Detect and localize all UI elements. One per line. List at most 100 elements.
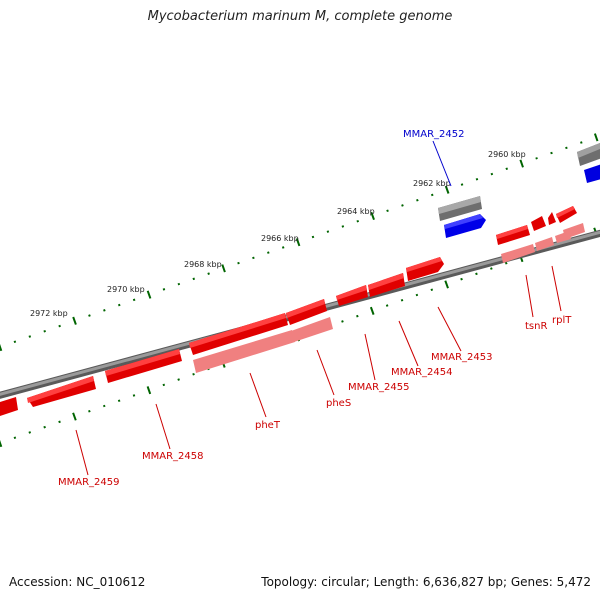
gene-mmar2452-grey[interactable] [438,196,482,221]
outer-ruler-minor-tick [430,193,434,197]
outer-ruler-major-tick [444,185,450,194]
leader-mmar2454 [398,320,419,367]
inner-ruler-minor-tick [177,378,180,381]
inner-ruler-minor-tick [13,436,17,440]
outer-ruler-major-tick [221,264,226,273]
outer-ruler-minor-tick [326,230,330,233]
gene-rplt[interactable] [556,206,577,223]
leader-phet [249,372,267,418]
leader-phes [316,349,335,396]
outer-tick-ruler [0,133,599,352]
gene-phet[interactable] [189,313,288,355]
inner-ruler-minor-tick [192,372,195,376]
outer-ruler-minor-tick [311,235,315,239]
leader-mmar2459 [75,429,89,476]
inner-ruler-minor-tick [356,314,359,318]
outer-ruler-minor-tick [117,303,121,307]
ruler-label-2972: 2972 kbp [30,309,68,318]
gene-mmar2454[interactable] [368,273,405,297]
grey-feature-top[interactable] [577,141,600,166]
gene-mmar2458[interactable] [105,349,182,383]
gene-mmar2459[interactable] [27,376,96,407]
label-phes[interactable]: pheS [326,398,351,409]
outer-ruler-minor-tick [416,198,419,202]
outer-ruler-minor-tick [341,225,345,228]
outer-ruler-minor-tick [13,340,17,344]
label-tsnr[interactable]: tsnR [525,321,547,332]
ruler-label-2964: 2964 kbp [337,207,375,216]
gene-tsnr[interactable] [496,225,530,245]
outer-ruler-minor-tick [281,246,285,249]
outer-ruler-minor-tick [28,335,32,338]
gene-phes-rna[interactable] [291,317,333,342]
inner-ruler-minor-tick [58,420,61,424]
gene-mmar2453[interactable] [406,257,444,281]
outer-ruler-minor-tick [177,282,181,286]
label-leaders [75,140,562,476]
gene-rna-right[interactable] [501,223,585,263]
accession-label: Accession: [9,575,73,589]
outer-ruler-minor-tick [460,183,464,186]
outer-ruler-minor-tick [475,177,479,181]
outer-ruler-major-tick [295,238,301,247]
blue-feature-top[interactable] [584,163,600,183]
outer-ruler-major-tick [519,159,524,168]
label-mmar2453[interactable]: MMAR_2453 [431,352,493,363]
topology-value: circular [321,575,366,589]
leader-rplt [551,265,562,312]
outer-ruler-minor-tick [267,251,270,254]
outer-ruler-major-tick [146,290,152,299]
outer-ruler-major-tick [0,343,3,352]
topology-label: Topology: [261,575,318,589]
inner-ruler-minor-tick [132,394,136,397]
gene-small-b[interactable] [531,216,546,231]
accession-info: Accession: NC_010612 [9,575,145,589]
inner-ruler-major-tick [72,412,77,421]
gene-labels: MMAR_2452 MMAR_2453 MMAR_2454 MMAR_2455 … [58,129,572,488]
label-mmar2458[interactable]: MMAR_2458 [142,451,204,462]
inner-ruler-minor-tick [490,267,493,270]
label-phet[interactable]: pheT [255,420,281,431]
outer-ruler-minor-tick [162,288,166,291]
ruler-labels: 2960 kbp 2962 kbp 2964 kbp 2966 kbp 2968… [30,150,526,318]
outer-ruler-minor-tick [550,151,553,155]
outer-ruler-minor-tick [43,329,46,333]
gene-left-edge[interactable] [0,397,18,416]
outer-ruler-minor-tick [58,324,61,328]
outer-ruler-minor-tick [88,314,91,317]
accession-value: NC_010612 [76,575,146,589]
outer-ruler-minor-tick [192,277,196,281]
genes-value: 5,472 [556,575,591,589]
outer-ruler-major-tick [370,211,375,221]
inner-ruler-minor-tick [430,288,434,292]
label-rplt[interactable]: rplT [552,315,572,326]
gene-phes[interactable] [286,299,327,325]
label-mmar2454[interactable]: MMAR_2454 [391,367,453,378]
outer-ruler-minor-tick [103,309,106,312]
gene-mmar2452[interactable] [444,214,486,238]
genome-stats: Topology: circular; Length: 6,636,827 bp… [261,575,591,589]
outer-ruler-minor-tick [252,256,255,260]
genes-label: Genes: [510,575,553,589]
ruler-label-2968: 2968 kbp [184,260,222,269]
ruler-label-2960: 2960 kbp [488,150,526,159]
inner-ruler-major-tick [444,280,449,289]
label-mmar2455[interactable]: MMAR_2455 [348,382,410,393]
label-mmar2452[interactable]: MMAR_2452 [403,129,465,140]
ruler-label-2966: 2966 kbp [261,234,299,243]
leader-mmar2452 [432,140,452,187]
outer-ruler-minor-tick [237,261,240,265]
outer-ruler-minor-tick [580,141,583,144]
gene-mmar2455[interactable] [336,285,368,306]
inner-ruler-minor-tick [415,293,419,297]
ruler-label-2962: 2962 kbp [413,179,451,188]
label-mmar2459[interactable]: MMAR_2459 [58,477,120,488]
inner-ruler-minor-tick [88,409,91,413]
gene-phet-rna[interactable] [193,330,295,373]
gene-small-a[interactable] [548,212,556,225]
inner-ruler-minor-tick [162,383,166,387]
inner-ruler-minor-tick [385,304,389,307]
inner-ruler-minor-tick [117,399,121,403]
outer-ruler-minor-tick [386,209,389,213]
